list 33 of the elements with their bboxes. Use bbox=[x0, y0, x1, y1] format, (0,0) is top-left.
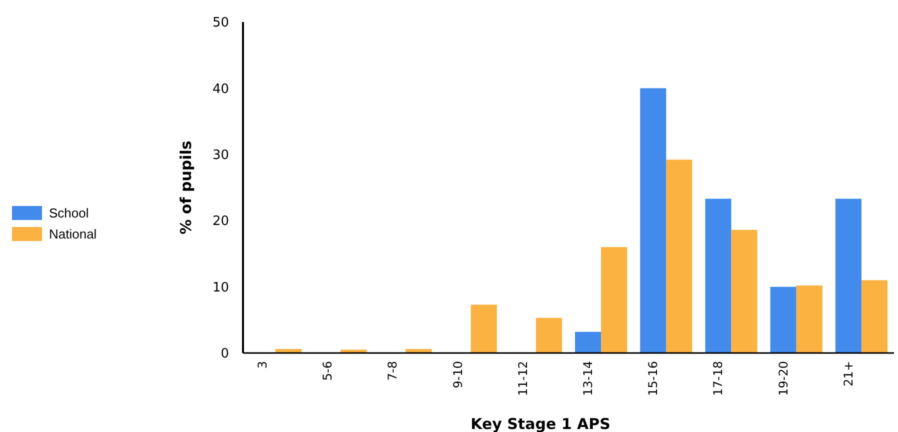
bar bbox=[601, 247, 628, 353]
bar bbox=[536, 318, 562, 353]
bar bbox=[770, 286, 796, 353]
legend-label: National bbox=[49, 226, 97, 242]
x-tick-label: 13-14 bbox=[581, 361, 596, 396]
x-tick-label: 5-6 bbox=[320, 361, 335, 381]
bar bbox=[640, 88, 666, 353]
bar bbox=[731, 230, 758, 353]
bar bbox=[861, 280, 888, 353]
bar bbox=[470, 304, 497, 353]
y-tick-label: 0 bbox=[220, 346, 229, 362]
x-tick-label: 9-10 bbox=[450, 361, 465, 388]
y-tick-label: 40 bbox=[212, 82, 229, 97]
legend-label: School bbox=[49, 206, 89, 221]
x-axis-title: Key Stage 1 APS bbox=[470, 415, 610, 432]
x-tick-label: 19-20 bbox=[776, 361, 790, 396]
x-tick-label: 3 bbox=[256, 361, 270, 369]
x-tick-label: 15-16 bbox=[646, 361, 660, 396]
y-tick-label: 10 bbox=[212, 280, 229, 296]
bar bbox=[835, 198, 862, 353]
y-tick-label: 50 bbox=[212, 16, 229, 31]
bar bbox=[666, 160, 692, 353]
y-tick-label: 20 bbox=[212, 214, 229, 230]
bar bbox=[340, 350, 367, 353]
y-tick-label: 30 bbox=[212, 148, 229, 163]
x-tick-label: 11-12 bbox=[516, 361, 530, 396]
bar bbox=[575, 332, 602, 353]
x-tick-label: 21+ bbox=[841, 361, 856, 386]
bar bbox=[705, 198, 732, 353]
bar bbox=[796, 285, 822, 353]
x-tick-label: 17-18 bbox=[711, 361, 726, 396]
y-axis-title: % of pupils bbox=[177, 140, 195, 234]
x-tick-label: 7-8 bbox=[386, 361, 400, 381]
